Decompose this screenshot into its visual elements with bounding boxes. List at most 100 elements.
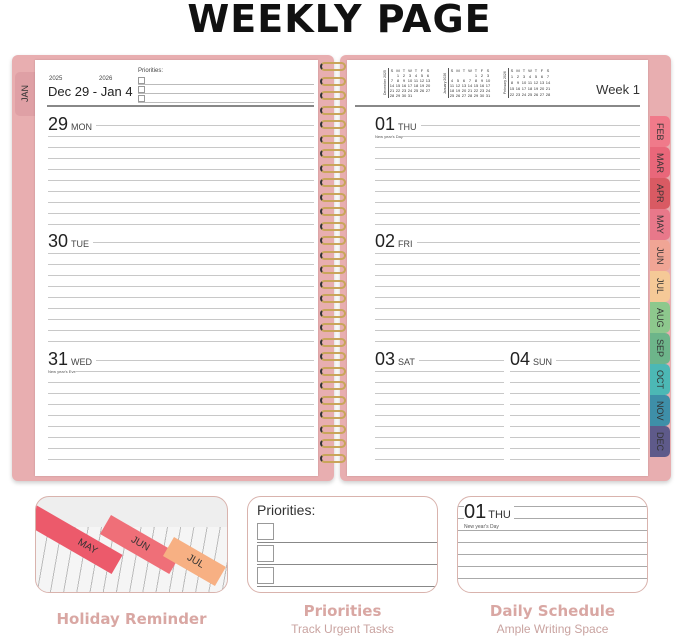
calendar-day: 30 (401, 93, 407, 98)
calendar-day: 9 (480, 78, 484, 83)
priority-checkbox[interactable] (138, 95, 145, 102)
priority-checkbox[interactable] (257, 523, 274, 540)
tab-label: MAR (655, 152, 665, 173)
calendar-day: 21 (389, 88, 395, 93)
weekday-header: T (402, 68, 406, 73)
spiral-ring (320, 439, 346, 448)
weekday-header: F (480, 68, 484, 73)
calendar-day: 12 (419, 78, 425, 83)
tab-label: OCT (655, 370, 665, 389)
calendar-day: 10 (521, 80, 527, 85)
spiral-ring (320, 91, 346, 100)
spiral-ring (320, 192, 346, 202)
weekday-header: S (546, 68, 550, 73)
mini-calendar: December 2025 S M T W T F S 1 2 3 4 5 6 7 8 9 10 11 12 13 14 1… (383, 68, 431, 98)
weekday-header: F (420, 68, 424, 73)
tab-feb[interactable]: FEB (650, 116, 670, 147)
day-section[interactable]: 30 TUE (48, 232, 314, 342)
feature-subtitle: Track Urgent Tasks (291, 622, 394, 636)
tab-nov[interactable]: NOV (650, 395, 670, 426)
spiral-ring (320, 250, 346, 260)
priority-checkbox[interactable] (257, 545, 274, 562)
day-number: 01 (464, 501, 487, 523)
writing-lines (375, 232, 640, 342)
calendar-day: 19 (533, 86, 539, 91)
calendar-day: 16 (401, 83, 407, 88)
spiral-ring (320, 265, 346, 274)
calendar-day: 25 (449, 93, 455, 98)
calendar-day: 7 (468, 78, 472, 83)
priority-checkbox[interactable] (257, 567, 274, 584)
day-header: 01 THU (375, 115, 421, 133)
calendar-day: 11 (413, 78, 419, 83)
weekday-header: T (474, 68, 478, 73)
calendar-day: 23 (479, 88, 485, 93)
day-number: 03 (375, 349, 396, 369)
day-section[interactable]: 01 THU New year's Day (375, 115, 640, 225)
calendar-day: 23 (401, 88, 407, 93)
tab-jun[interactable]: JUN (650, 240, 670, 271)
tab-label: MAY (655, 215, 665, 234)
calendar-day: 15 (509, 86, 515, 91)
calendar-day: 16 (515, 86, 521, 91)
calendar-day: 16 (479, 83, 485, 88)
spiral-ring (320, 323, 346, 332)
tab-sep[interactable]: SEP (650, 333, 670, 364)
spiral-ring (320, 120, 346, 129)
calendar-day: 28 (467, 93, 473, 98)
day-name: THU (488, 509, 511, 521)
weekday-header: S (426, 68, 430, 73)
tab-aug[interactable]: AUG (650, 302, 670, 333)
tab-jan[interactable]: JAN (15, 72, 35, 116)
day-section[interactable]: 04 SUN (510, 350, 640, 460)
day-header: 29 MON (48, 114, 97, 134)
tab-label: MAY (75, 536, 100, 557)
writing-lines (48, 350, 314, 460)
writing-lines (375, 350, 504, 460)
priority-checkbox[interactable] (138, 77, 145, 84)
calendar-day: 10 (485, 78, 491, 83)
day-section[interactable]: 02 FRI (375, 232, 640, 342)
calendar-day: 3 (408, 73, 412, 78)
tab-mar[interactable]: MAR (650, 147, 670, 178)
mini-calendar-label: December 2025 (383, 68, 389, 98)
writing-lines (510, 350, 640, 460)
day-number: 29 (48, 114, 69, 134)
calendar-day: 9 (402, 78, 406, 83)
spiral-ring (320, 381, 346, 390)
calendar-day: 5 (534, 74, 538, 79)
calendar-day: 5 (420, 73, 424, 78)
tab-apr[interactable]: APR (650, 178, 670, 209)
feature-subtitle: Ample Writing Space (496, 622, 609, 636)
spiral-ring (320, 337, 346, 347)
divider (355, 105, 640, 107)
spiral-ring (320, 366, 346, 376)
calendar-day: 14 (545, 80, 551, 85)
priority-checkbox[interactable] (138, 86, 145, 93)
calendar-day: 24 (407, 88, 413, 93)
tab-dec[interactable]: DEC (650, 426, 670, 457)
calendar-day: 21 (467, 88, 473, 93)
calendar-day: 20 (425, 83, 431, 88)
calendar-day: 22 (395, 88, 401, 93)
day-section[interactable]: 03 SAT (375, 350, 504, 460)
day-name: WED (71, 357, 93, 367)
calendar-day: 11 (527, 80, 533, 85)
calendar-day: 26 (455, 93, 461, 98)
tab-jul[interactable]: JUL (650, 271, 670, 302)
priorities-list (257, 521, 437, 587)
day-section[interactable]: 31 WED New year's Eve (48, 350, 314, 460)
tab-oct[interactable]: OCT (650, 364, 670, 395)
spiral-ring (320, 134, 346, 144)
calendar-day: 22 (509, 92, 515, 97)
tab-may[interactable]: MAY (650, 209, 670, 240)
feature-title: Holiday Reminder (56, 610, 207, 628)
day-name: TUE (71, 239, 90, 249)
weekday-header: M (396, 68, 400, 73)
day-section[interactable]: 29 MON (48, 115, 314, 225)
weekday-header: T (534, 68, 538, 73)
calendar-day: 14 (467, 83, 473, 88)
mini-calendar-label: January 2026 (443, 68, 449, 98)
holiday-note: New year's Day (464, 524, 499, 530)
calendar-day: 13 (461, 83, 467, 88)
